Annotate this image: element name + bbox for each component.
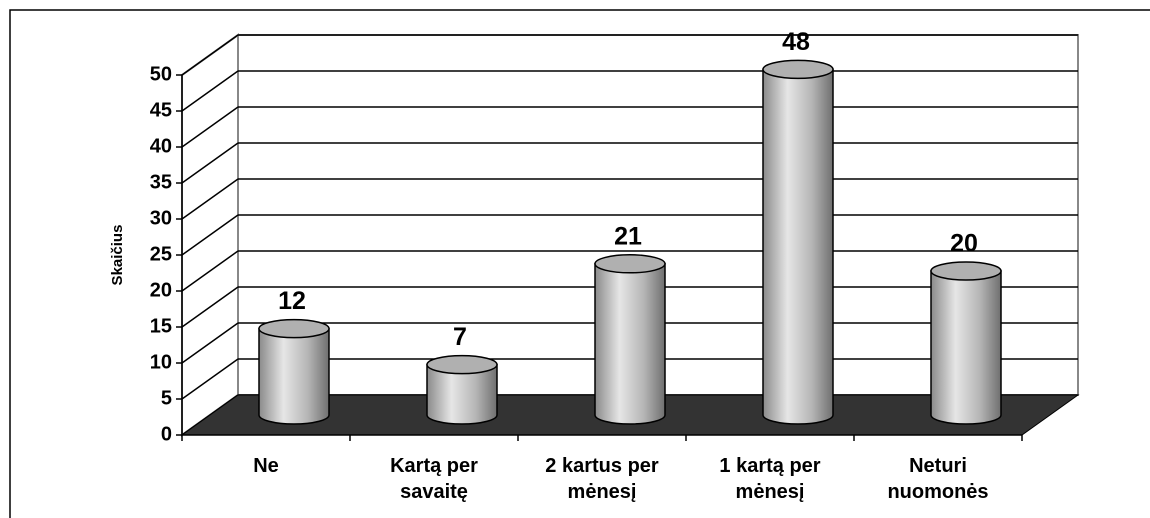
- value-label: 21: [614, 222, 642, 250]
- y-tick-label: 15: [150, 315, 172, 337]
- grid-line: [181, 106, 239, 148]
- y-tick-label: 40: [150, 135, 172, 157]
- grid-line: [181, 142, 239, 184]
- grid-line: [181, 34, 239, 76]
- grid-line: [181, 322, 239, 364]
- bar: [426, 354, 498, 425]
- x-tick-label: Neturi nuomonės: [887, 455, 989, 503]
- bar: [594, 254, 666, 425]
- bar: [930, 261, 1002, 425]
- grid-line: [181, 250, 239, 292]
- bar-body: [426, 363, 498, 425]
- y-tick-label: 0: [161, 423, 172, 445]
- bar-top: [426, 354, 498, 375]
- y-tick-label: 20: [150, 279, 172, 301]
- bar: [762, 59, 834, 425]
- bar-top: [258, 318, 330, 339]
- value-label: 48: [782, 28, 810, 56]
- bar-body: [594, 263, 666, 425]
- bar: [258, 318, 330, 425]
- y-tick-label: 30: [150, 207, 172, 229]
- bar-top: [930, 261, 1002, 281]
- y-tick-label: 10: [150, 351, 172, 373]
- bar-top: [594, 254, 666, 274]
- grid-line: [181, 358, 239, 400]
- y-axis-label: Skaičius: [109, 225, 126, 286]
- y-tick-label: 25: [150, 243, 172, 265]
- value-label: 7: [453, 323, 467, 351]
- y-tick-label: 5: [161, 387, 172, 409]
- bar-body: [930, 270, 1002, 425]
- y-tick-label: 50: [150, 63, 172, 85]
- bar-body: [258, 327, 330, 425]
- grid-line: [181, 286, 239, 328]
- x-tick-label: 2 kartus per mėnesį: [545, 455, 659, 503]
- x-tick-label: Kartą per savaitę: [390, 455, 478, 503]
- frame: [9, 9, 1150, 518]
- x-tick-label: Ne: [253, 455, 279, 477]
- grid-line: [181, 214, 239, 256]
- grid-line: [181, 178, 239, 220]
- x-tick-label: 1 kartą per mėnesį: [719, 455, 821, 503]
- grid-line: [181, 70, 239, 112]
- value-label: 20: [950, 230, 978, 258]
- y-tick-label: 35: [150, 171, 172, 193]
- value-label: 12: [278, 287, 306, 315]
- bar-top: [762, 59, 834, 80]
- bar-body: [762, 68, 834, 425]
- y-tick-label: 45: [150, 99, 172, 121]
